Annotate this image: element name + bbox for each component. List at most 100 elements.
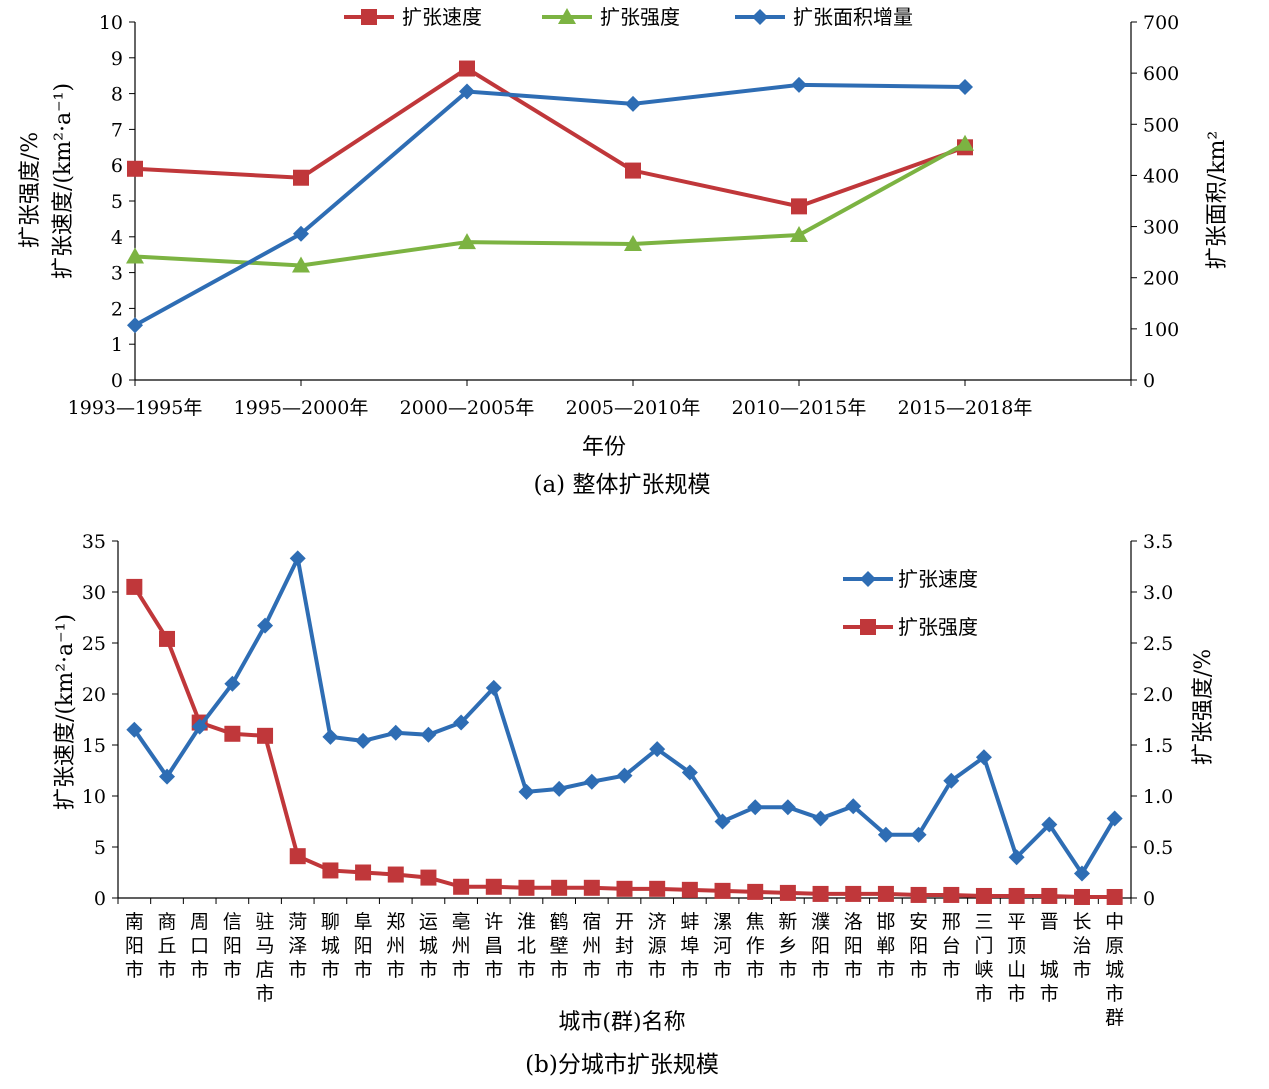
b-right-tick-label: 3.0	[1143, 582, 1173, 604]
b-x-tick-label-char: 河	[713, 935, 732, 957]
a-x-tick-label: 2005—2010年	[566, 397, 701, 419]
b-x-tick-label-char: 阳	[223, 935, 242, 957]
b-x-tick-label-char: 市	[942, 959, 961, 981]
b-x-tick-label-char: 州	[582, 935, 601, 957]
a-series-2-point	[293, 225, 309, 242]
chart-b-ylabel-left: 扩张速度/(km²·a⁻¹)	[53, 614, 78, 810]
a-series-1-point	[126, 247, 144, 264]
b-x-tick-label-char: 宿	[582, 911, 601, 933]
a-series-2-point	[791, 76, 807, 93]
b-left-tick-label: 10	[82, 786, 106, 808]
b-series-0-point	[518, 783, 535, 800]
b-x-tick-label-char: 阳	[811, 935, 830, 957]
a-left-tick-label: 5	[111, 191, 123, 213]
b-series-0-point	[224, 675, 241, 692]
a-series-2-point	[957, 78, 973, 95]
b-x-tick-label-char: 市	[746, 959, 765, 981]
b-x-tick-label-char: 作	[746, 935, 765, 957]
a-legend-swatch-marker	[361, 9, 377, 25]
b-x-tick-label-char: 马	[256, 935, 275, 957]
a-legend-label: 扩张面积增量	[793, 5, 913, 29]
b-series-0-point	[159, 768, 176, 785]
b-x-tick-label-char: 州	[386, 935, 405, 957]
b-right-tick-label: 0.5	[1143, 837, 1173, 859]
b-x-tick-label-char: 治	[1072, 935, 1091, 957]
b-x-tick-label-char: 南	[125, 911, 144, 933]
chart-b-caption: (b)分城市扩张规模	[525, 1052, 719, 1078]
b-series-1-point	[289, 848, 306, 865]
b-series-1-point	[583, 879, 600, 896]
b-series-0-point	[975, 749, 992, 766]
b-x-tick-label-char: 阳	[844, 935, 863, 957]
b-series-0-point	[779, 799, 796, 816]
a-series-2-line	[134, 82, 966, 328]
b-left-tick-label: 25	[82, 633, 106, 655]
a-left-tick-label: 6	[111, 155, 123, 177]
b-x-tick-label-char: 阳	[909, 935, 928, 957]
b-series-0-point	[877, 826, 894, 843]
b-series-1-point	[943, 886, 960, 903]
b-series-1-point	[387, 866, 404, 883]
a-series-1-line	[134, 141, 966, 268]
b-x-tick-label-char: 开	[615, 911, 634, 933]
b-x-tick-label-char: 市	[1105, 983, 1124, 1005]
b-x-tick-label-char: 淮	[517, 911, 536, 933]
b-x-tick-label-char: 周	[190, 911, 209, 933]
b-series-1-point	[485, 878, 502, 895]
chart-a-ylabel-left-1: 扩张强度/%	[18, 132, 43, 248]
a-series-0-line	[134, 66, 966, 209]
b-x-tick-label-char: 市	[223, 959, 242, 981]
a-series-1-point	[624, 234, 642, 251]
b-series-0-point	[1106, 810, 1123, 827]
b-series-0-point	[420, 726, 437, 743]
b-x-tick-label-char: 菏	[288, 911, 307, 933]
b-series-1-point	[616, 880, 633, 897]
a-x-tick-label: 2015—2018年	[898, 397, 1033, 419]
b-x-tick-label-char: 城	[419, 935, 438, 957]
a-legend-swatch-marker	[752, 9, 768, 25]
b-right-tick-label: 1.0	[1143, 786, 1173, 808]
b-x-tick-label-char: 郸	[876, 935, 895, 957]
b-x-tick-label-char: 门	[974, 935, 993, 957]
b-x-tick-label-char: 市	[615, 959, 634, 981]
b-series-1-point	[420, 869, 437, 886]
b-x-tick-label-char: 市	[484, 959, 503, 981]
a-right-tick-label: 200	[1143, 268, 1179, 290]
chart-a-ylabel-left-2: 扩张速度/(km²·a⁻¹)	[51, 83, 76, 279]
a-left-tick-label: 2	[111, 298, 123, 320]
b-x-tick-label-char: 市	[354, 959, 373, 981]
b-series-1-point	[1041, 887, 1058, 904]
b-series-1-point	[910, 886, 927, 903]
b-x-tick-label-char: 三	[974, 911, 993, 933]
a-x-tick-label: 2000—2005年	[400, 397, 535, 419]
b-x-tick-label-char: 山	[1007, 959, 1026, 981]
a-left-tick-label: 9	[111, 48, 123, 70]
a-left-tick-label: 10	[99, 12, 123, 34]
b-x-tick-label-char: 晋	[1040, 911, 1059, 933]
b-x-tick-label-char: 阳	[125, 935, 144, 957]
b-legend-label: 扩张速度	[898, 567, 978, 591]
chart-a-legend: 扩张速度 扩张强度 扩张面积增量	[344, 5, 913, 29]
b-x-tick-label-char: 市	[778, 959, 797, 981]
a-legend-swatch-marker	[558, 8, 576, 24]
b-x-tick-label-char: 顶	[1007, 935, 1026, 957]
b-series-0-point	[616, 767, 633, 784]
a-series-0-point	[459, 60, 475, 77]
a-series-1-point	[458, 233, 476, 250]
a-x-tick-label: 1995—2000年	[234, 397, 369, 419]
b-x-tick-label-char: 市	[1007, 983, 1026, 1005]
b-series-1-point	[224, 725, 241, 742]
b-x-tick-label-char: 驻	[256, 911, 275, 933]
b-series-0-point	[681, 764, 698, 781]
b-x-tick-label-char: 市	[550, 959, 569, 981]
a-series-0-point	[293, 169, 309, 186]
chart-b-xlabel: 城市(群)名称	[558, 1010, 685, 1035]
b-x-tick-label-char: 聊	[321, 911, 340, 933]
b-x-tick-label-char: 蚌	[680, 911, 699, 933]
b-x-tick-label-char: 濮	[811, 911, 830, 933]
b-x-tick-label-char: 市	[680, 959, 699, 981]
chart-a-xlabel: 年份	[582, 435, 626, 460]
a-x-tick-label: 2010—2015年	[732, 397, 867, 419]
b-series-1-point	[975, 887, 992, 904]
a-series-2-point	[127, 317, 143, 334]
